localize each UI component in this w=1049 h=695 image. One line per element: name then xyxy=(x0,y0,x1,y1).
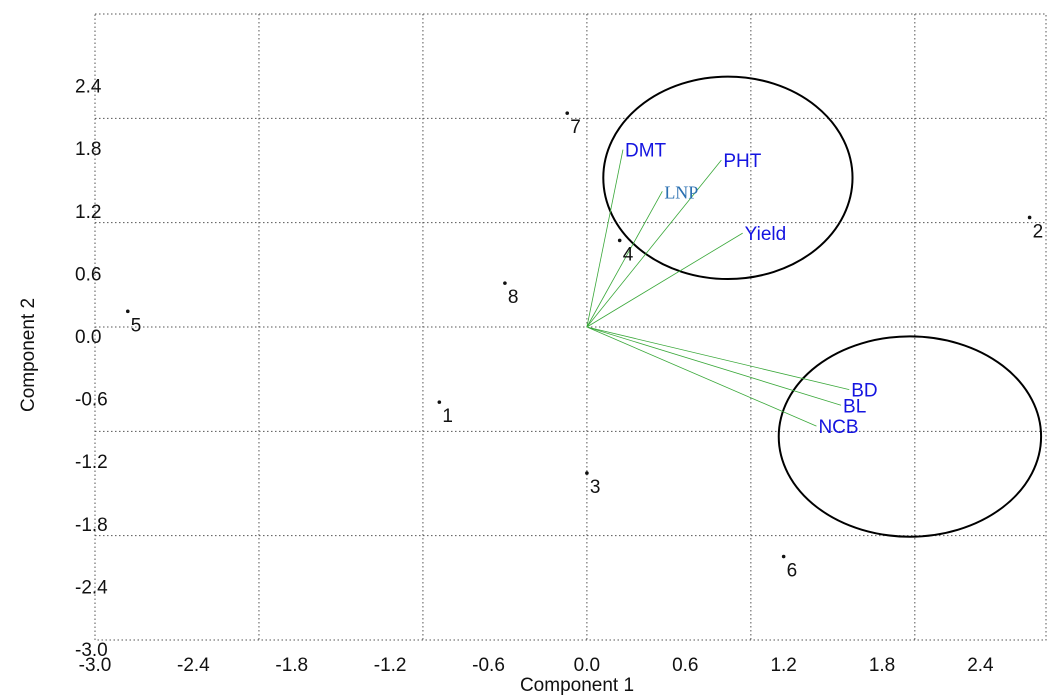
y-axis-title: Component 2 xyxy=(18,298,39,412)
point-3 xyxy=(585,471,589,475)
point-label-3: 3 xyxy=(590,477,601,498)
x-tick-label: 1.2 xyxy=(770,655,796,676)
vector-yield-label: Yield xyxy=(745,224,787,245)
point-label-5: 5 xyxy=(131,315,142,336)
x-axis-title: Component 1 xyxy=(520,675,634,695)
y-tick-label: 1.2 xyxy=(75,202,101,223)
y-tick-label: -3.0 xyxy=(75,640,108,661)
x-tick-label: 0.0 xyxy=(574,655,600,676)
point-label-1: 1 xyxy=(442,406,453,427)
data-points: 1 2 3 4 5 6 7 8 xyxy=(126,111,1043,581)
group-ellipse xyxy=(603,77,852,279)
x-tick-label: 1.8 xyxy=(869,655,895,676)
point-label-2: 2 xyxy=(1033,221,1044,242)
point-2 xyxy=(1028,216,1032,220)
y-tick-label: 0.6 xyxy=(75,264,101,285)
point-label-7: 7 xyxy=(570,117,581,138)
vector-dmt-line xyxy=(587,150,623,327)
ellipses xyxy=(603,77,1041,537)
vector-ncb-label: NCB xyxy=(818,417,858,438)
x-tick-labels: -3.0 -2.4 -1.8 -1.2 -0.6 0.0 0.6 1.2 1.8 2.4 xyxy=(79,655,994,676)
point-label-4: 4 xyxy=(623,244,634,265)
vector-bl-line xyxy=(587,327,841,405)
y-tick-label: -0.6 xyxy=(75,390,108,411)
point-6 xyxy=(782,555,786,559)
vector-pht-line xyxy=(587,160,721,327)
x-tick-label: -1.8 xyxy=(275,655,308,676)
point-7 xyxy=(565,111,569,115)
vector-lnp-label: LNP xyxy=(664,182,698,202)
x-tick-label: 2.4 xyxy=(967,655,994,676)
y-tick-label: 1.8 xyxy=(75,139,101,160)
vector-yield-line xyxy=(587,233,743,327)
vector-dmt-label: DMT xyxy=(625,141,667,162)
y-tick-label: -2.4 xyxy=(75,577,108,598)
y-tick-labels: -3.0 -2.4 -1.8 -1.2 -0.6 0.0 0.6 1.2 1.8 2.4 xyxy=(75,77,108,661)
y-tick-label: -1.8 xyxy=(75,515,108,536)
vector-bl-label: BL xyxy=(843,396,866,417)
x-tick-label: 0.6 xyxy=(672,655,698,676)
point-label-6: 6 xyxy=(787,561,798,582)
point-8 xyxy=(503,281,507,285)
point-1 xyxy=(438,400,442,404)
grid xyxy=(95,14,1046,640)
x-tick-label: -2.4 xyxy=(177,655,210,676)
vector-bd-line xyxy=(587,327,849,390)
point-label-8: 8 xyxy=(508,287,519,308)
x-tick-label: -0.6 xyxy=(472,655,505,676)
vector-pht-label: PHT xyxy=(723,151,761,172)
point-5 xyxy=(126,310,130,314)
y-tick-label: 0.0 xyxy=(75,327,101,348)
y-tick-label: 2.4 xyxy=(75,77,102,98)
y-tick-label: -1.2 xyxy=(75,452,108,473)
point-4 xyxy=(618,239,622,243)
vector-ncb-line xyxy=(587,327,817,426)
x-tick-label: -1.2 xyxy=(374,655,407,676)
